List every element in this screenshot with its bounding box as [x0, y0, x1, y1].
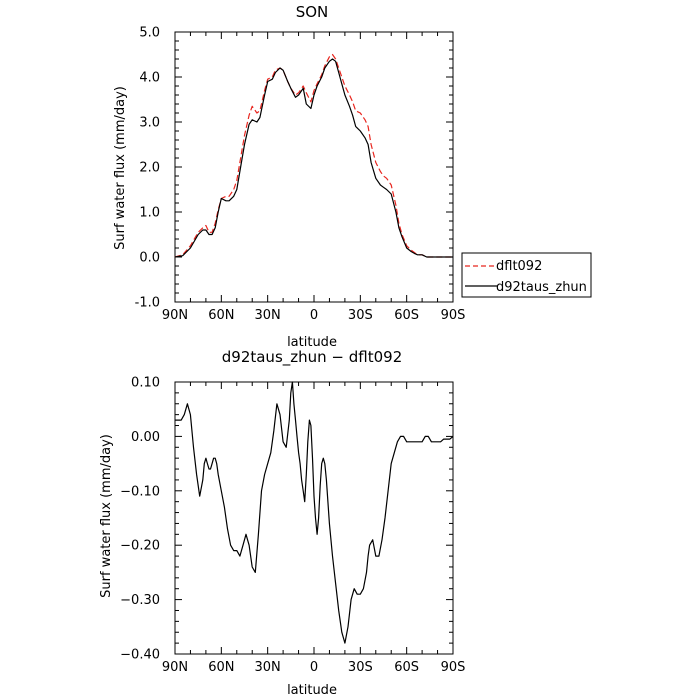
bottom-x-tick-label: 90N — [162, 660, 188, 675]
legend-label-d92taus-zhun: d92taus_zhun — [496, 280, 587, 295]
bottom-x-tick-label: 60N — [208, 660, 234, 675]
bottom-x-tick-label: 30S — [348, 660, 373, 675]
top-y-tick-label: 4.0 — [139, 71, 160, 86]
bottom-y-tick-label: −0.40 — [120, 648, 160, 663]
top-y-tick-label: 3.0 — [139, 116, 160, 131]
top-legend: dflt092 d92taus_zhun — [461, 252, 592, 298]
top-x-tick-label: 30N — [255, 308, 281, 323]
legend-box — [461, 252, 592, 298]
top-y-axis-label: Surf water flux (mm/day) — [113, 86, 128, 250]
bottom-x-axis-label: latitude — [287, 683, 337, 698]
bottom-y-axis-label: Surf water flux (mm/day) — [99, 434, 114, 598]
top-y-tick-label: -1.0 — [135, 296, 160, 311]
top-y-tick-label: 1.0 — [139, 206, 160, 221]
top-x-tick-label: 90N — [162, 308, 188, 323]
top-panel: SON 90N 60N 30N 0 30S 60S 90S -1.0 0.0 1.0 2.0 3.0 4… — [113, 3, 592, 350]
bottom-x-tick-label: 30N — [255, 660, 281, 675]
top-y-tick-label: 5.0 — [139, 26, 160, 41]
top-x-tick-label: 90S — [441, 308, 466, 323]
bottom-y-tick-label: 0.10 — [131, 376, 160, 391]
top-plot-frame — [174, 31, 454, 303]
top-y-tick-label: 2.0 — [139, 161, 160, 176]
top-chart-title: SON — [296, 3, 329, 21]
bottom-y-tick-label: 0.00 — [131, 430, 160, 445]
top-x-tick-label: 0 — [310, 308, 318, 323]
top-y-tick-label: 0.0 — [139, 251, 160, 266]
top-series-line-dflt092 — [174, 53, 453, 258]
top-plot-area: 90N 60N 30N 0 30S 60S 90S -1.0 0.0 1.0 2.0 3.0 4.0 5.… — [135, 26, 466, 324]
bottom-plot-frame — [174, 381, 454, 655]
bottom-panel: d92taus_zhun − dflt092 90N 60N 30N 0 30S 60S 9… — [99, 348, 465, 698]
top-x-axis-label: latitude — [287, 335, 337, 350]
legend-label-dflt092: dflt092 — [496, 259, 542, 274]
bottom-x-tick-label: 0 — [310, 660, 318, 675]
bottom-series-line-difference — [175, 381, 454, 644]
top-x-tick-label: 60N — [208, 308, 234, 323]
bottom-y-tick-label: −0.10 — [120, 484, 160, 499]
top-x-tick-label: 30S — [348, 308, 373, 323]
bottom-chart-title: d92taus_zhun − dflt092 — [222, 348, 402, 367]
top-series-line-d92taus-zhun — [174, 58, 453, 258]
bottom-x-tick-label: 90S — [441, 660, 466, 675]
bottom-y-tick-label: −0.30 — [120, 593, 160, 608]
bottom-plot-area: 90N 60N 30N 0 30S 60S 90S −0.40 −0.30 −0.20 −0.10 0… — [120, 376, 465, 676]
bottom-x-tick-label: 60S — [394, 660, 419, 675]
bottom-y-tick-label: −0.20 — [120, 539, 160, 554]
top-x-tick-label: 60S — [394, 308, 419, 323]
